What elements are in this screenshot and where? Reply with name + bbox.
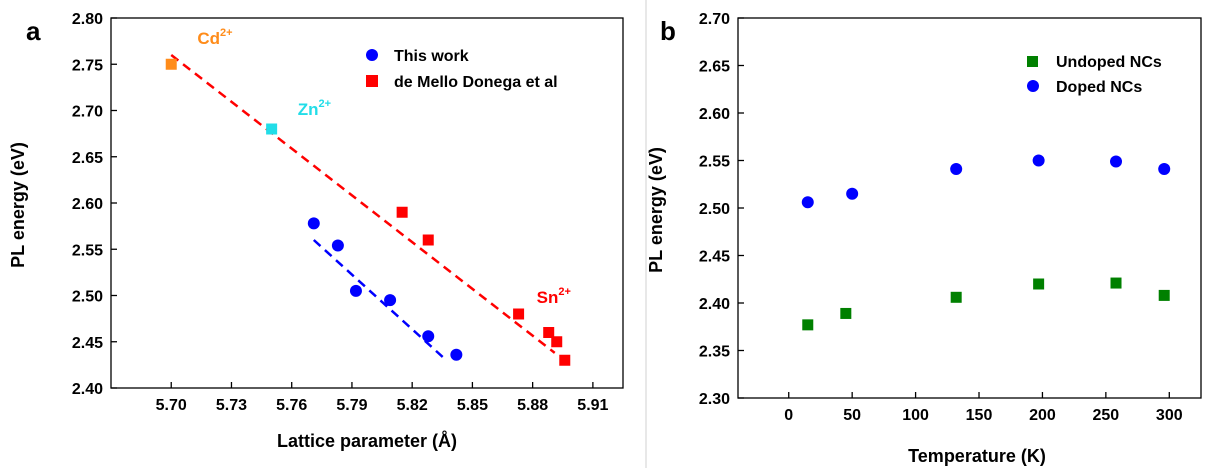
panel-a-point-series-0 (331, 239, 344, 252)
panel-b-point-series-0 (840, 307, 852, 319)
legend-marker-this-work (366, 49, 378, 61)
panel-a-y-tick-label: 2.60 (72, 196, 103, 213)
panel-a-annotation-zn: Zn2+ (298, 98, 331, 119)
panel-a-legend: This work de Mello Donega et al (366, 48, 558, 91)
panel-a-x-axis-title: Lattice parameter (Å) (277, 431, 457, 451)
legend-label-this-work: This work (394, 48, 469, 65)
panel-a-y-tick-label: 2.80 (72, 11, 103, 28)
panel-a-x-tick-label: 5.76 (276, 397, 307, 414)
panel-a-y-tick-label: 2.65 (72, 150, 103, 167)
legend-marker-doped (1027, 80, 1039, 92)
panel-b-y-tick-label: 2.55 (699, 154, 730, 171)
legend-label-undoped: Undoped NCs (1056, 54, 1162, 71)
panel-a-point-series-1 (559, 354, 571, 366)
legend-label-doped: Doped NCs (1056, 79, 1142, 96)
panel-a-x-tick-label: 5.85 (457, 397, 488, 414)
panel-b-point-series-1 (801, 196, 814, 209)
panel-a-point-series-2 (165, 58, 177, 70)
panel-b-x-axis-title: Temperature (K) (908, 446, 1046, 466)
panel-a-x-tick-label: 5.70 (156, 397, 187, 414)
panel-b-legend: Undoped NCs Doped NCs (1027, 54, 1162, 96)
panel-a-point-series-1 (551, 336, 563, 348)
panel-b-y-tick-label: 2.60 (699, 106, 730, 123)
panel-a-fit-lines (170, 54, 556, 360)
panel-b-y-tick-label: 2.45 (699, 249, 730, 266)
panel-b-point-series-1 (950, 163, 963, 176)
panel-b-point-series-0 (802, 319, 814, 331)
panel-b-x-tick-label: 50 (843, 407, 861, 424)
panel-b-point-series-1 (1110, 155, 1123, 168)
legend-marker-undoped (1027, 56, 1038, 67)
panel-a-chart: a 5.70 5.73 5.76 5.79 5.82 5.85 5.88 5.91 2.40 2.… (8, 11, 624, 451)
panel-a-y-tick-label: 2.75 (72, 57, 103, 74)
panel-a-y-tick-label: 2.40 (72, 381, 103, 398)
panel-a-points (165, 58, 571, 366)
panel-a-point-series-0 (349, 284, 362, 297)
panel-a-y-tick-label: 2.50 (72, 289, 103, 306)
panel-a-y-tick-label: 2.70 (72, 104, 103, 121)
panel-b-point-series-0 (1033, 278, 1045, 290)
panel-a-annotations: Cd2+ Zn2+ Sn2+ (197, 27, 571, 307)
panel-a-x-tick-label: 5.79 (336, 397, 367, 414)
panel-a-point-series-0 (422, 330, 435, 343)
panel-a-point-series-1 (543, 327, 555, 338)
panel-b-x-tick-label: 200 (1029, 407, 1056, 424)
panel-a-x-tick-label: 5.88 (517, 397, 548, 414)
panel-b-x-tick-label: 100 (902, 407, 929, 424)
panel-b-point-series-0 (1110, 277, 1122, 289)
panel-b-y-tick-label: 2.70 (699, 11, 730, 28)
panel-a-point-series-0 (450, 348, 463, 361)
panel-b-x-tick-label: 250 (1093, 407, 1120, 424)
panel-a-point-series-1 (396, 206, 408, 218)
panel-a-point-series-1 (422, 234, 434, 246)
panel-a-x-tick-label: 5.73 (216, 397, 247, 414)
panel-a-ticks: 5.70 5.73 5.76 5.79 5.82 5.85 5.88 5.91 2.40 2.45… (72, 11, 609, 414)
panel-b-x-tick-label: 150 (966, 407, 993, 424)
panel-a-point-series-3 (266, 123, 278, 135)
panel-b-label: b (660, 16, 676, 46)
legend-marker-de-mello (366, 75, 378, 87)
panel-b-ticks: 0 50 100 150 200 250 300 2.30 2.35 2.40 2.45 2.50 2.… (699, 11, 1183, 424)
panel-b-x-tick-label: 300 (1156, 407, 1183, 424)
panel-a-fit-line (170, 54, 556, 354)
legend-label-de-mello: de Mello Donega et al (394, 74, 558, 91)
panel-a-x-tick-label: 5.91 (577, 397, 608, 414)
panel-b-x-tick-label: 0 (784, 407, 793, 424)
panel-a-y-tick-label: 2.55 (72, 242, 103, 259)
panel-b-point-series-0 (1158, 289, 1170, 301)
panel-a-point-series-0 (307, 217, 320, 230)
panel-a-y-tick-label: 2.45 (72, 335, 103, 352)
panel-b-y-axis-title: PL energy (eV) (646, 147, 666, 273)
panel-a-label: a (26, 16, 41, 46)
panel-b-y-tick-label: 2.30 (699, 391, 730, 408)
panel-b-y-tick-label: 2.35 (699, 344, 730, 361)
panel-b-point-series-0 (950, 291, 962, 303)
panel-b-y-tick-label: 2.65 (699, 59, 730, 76)
panel-a-x-tick-label: 5.82 (397, 397, 428, 414)
panel-b-point-series-1 (1032, 154, 1045, 167)
panel-a-annotation-sn: Sn2+ (537, 286, 571, 307)
panel-b-points (801, 154, 1171, 331)
panel-a-point-series-1 (513, 308, 525, 320)
panel-a-point-series-0 (384, 294, 397, 307)
panel-b-y-tick-label: 2.50 (699, 201, 730, 218)
panel-b-point-series-1 (1158, 163, 1171, 176)
panel-b-y-tick-label: 2.40 (699, 296, 730, 313)
panel-a-y-axis-title: PL energy (eV) (8, 142, 28, 268)
panel-b-chart: b 0 50 100 150 200 250 300 2.30 2.35 2.40 2.45 2.50… (646, 11, 1202, 466)
panel-a-annotation-cd: Cd2+ (197, 27, 232, 48)
panel-b-point-series-1 (846, 187, 859, 200)
